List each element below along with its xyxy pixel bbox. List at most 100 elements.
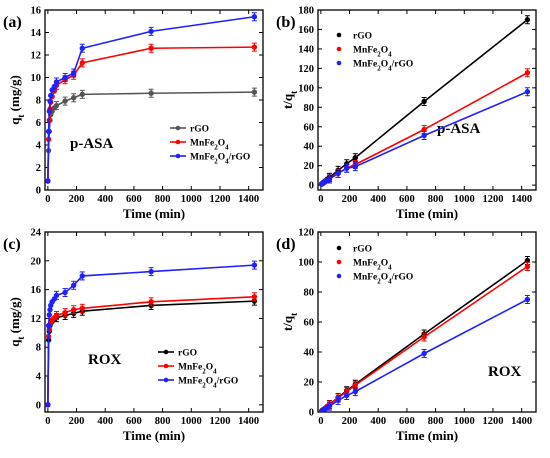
legend-marker bbox=[163, 363, 169, 369]
chart-panel-b: 0 200 400 600 800 1000 1200 1400 0 20 40 60 80 100 120… bbox=[276, 6, 537, 221]
y-tick-label: 0 bbox=[36, 400, 41, 411]
plot-frame bbox=[44, 9, 264, 191]
y-tick-label: 80 bbox=[304, 103, 315, 114]
x-axis-title: Time (min) bbox=[396, 206, 458, 221]
data-point bbox=[343, 165, 350, 172]
x-tick-label: 200 bbox=[69, 194, 85, 205]
y-tick-label: 120 bbox=[298, 228, 314, 239]
svg-text:t/qt: t/qt bbox=[280, 91, 299, 109]
x-tick-label: 0 bbox=[45, 194, 50, 205]
series-group bbox=[318, 15, 531, 187]
data-point bbox=[251, 262, 258, 268]
y-axis-title: t/qt bbox=[280, 91, 299, 109]
x-tick-label: 200 bbox=[69, 416, 85, 427]
y-tick-label: 12 bbox=[31, 51, 42, 62]
data-point bbox=[148, 299, 154, 305]
data-point bbox=[48, 92, 54, 99]
data-point bbox=[335, 170, 341, 177]
x-tick-label: 800 bbox=[428, 194, 444, 205]
x-tick-label: 1400 bbox=[511, 194, 532, 205]
data-point bbox=[251, 294, 258, 300]
x-tick-label: 800 bbox=[155, 416, 171, 427]
data-point bbox=[352, 388, 358, 395]
series-group bbox=[45, 12, 258, 184]
data-point bbox=[70, 95, 77, 101]
y-tick-label: 4 bbox=[36, 141, 42, 152]
data-point bbox=[47, 98, 53, 104]
y-tick-label: 6 bbox=[36, 118, 41, 129]
x-axis-title: Time (min) bbox=[123, 428, 185, 443]
data-point bbox=[524, 70, 531, 76]
panel-label: (d) bbox=[276, 236, 296, 253]
x-tick-label: 1400 bbox=[238, 416, 259, 427]
y-axis-title: qt (mg/g) bbox=[7, 75, 26, 125]
chart-panel-c: 0 200 400 600 800 1000 1200 1400 0 4 8 12 16 20 24 Time… bbox=[3, 228, 264, 443]
legend-marker bbox=[175, 125, 181, 131]
data-point bbox=[62, 74, 68, 81]
x-tick-label: 0 bbox=[45, 416, 50, 427]
data-point bbox=[421, 98, 427, 105]
legend-marker bbox=[336, 245, 342, 251]
x-tick-label: 600 bbox=[399, 416, 415, 427]
x-tick-label: 1200 bbox=[482, 194, 503, 205]
panel-label: (a) bbox=[3, 14, 22, 31]
svg-text:qt (mg/g): qt (mg/g) bbox=[7, 75, 26, 125]
legend-label: rGO bbox=[190, 125, 209, 135]
y-tick-label: 20 bbox=[304, 378, 315, 389]
legend-label: rGO bbox=[353, 32, 372, 42]
panel-annotation: ROX bbox=[488, 364, 522, 380]
x-tick-label: 400 bbox=[370, 194, 386, 205]
legend-label: rGO bbox=[353, 245, 372, 255]
data-point bbox=[79, 91, 85, 98]
y-tick-label: 16 bbox=[31, 6, 42, 17]
data-point bbox=[335, 397, 341, 404]
y-tick-label: 16 bbox=[31, 285, 42, 296]
y-tick-label: 12 bbox=[31, 314, 42, 325]
data-point bbox=[79, 60, 85, 66]
plot-frame bbox=[44, 231, 264, 413]
data-point bbox=[524, 89, 531, 95]
y-tick-label: 20 bbox=[304, 161, 315, 172]
legend-label: rGO bbox=[178, 349, 197, 359]
panel-label: (b) bbox=[276, 14, 296, 31]
data-point bbox=[352, 154, 358, 161]
y-tick-label: 120 bbox=[298, 64, 314, 75]
data-point bbox=[524, 263, 531, 270]
y-tick-label: 160 bbox=[298, 25, 314, 36]
x-tick-label: 1200 bbox=[209, 416, 230, 427]
data-point bbox=[343, 392, 350, 399]
series-group bbox=[45, 260, 258, 408]
svg-text:qt (mg/g): qt (mg/g) bbox=[7, 297, 26, 347]
data-point bbox=[53, 102, 60, 109]
legend-label: MnFe2O4/rGO bbox=[353, 60, 413, 73]
legend-marker bbox=[336, 259, 342, 265]
y-tick-label: 100 bbox=[298, 258, 314, 269]
x-axis-title: Time (min) bbox=[396, 428, 458, 443]
chart-panel-a: 0 200 400 600 800 1000 1200 1400 0 2 4 6 8 10 12 14 16 Ti… bbox=[3, 6, 264, 221]
y-tick-label: 4 bbox=[36, 372, 42, 383]
data-point bbox=[46, 108, 53, 114]
legend-marker bbox=[336, 46, 342, 52]
y-tick-label: 140 bbox=[298, 44, 314, 55]
data-point bbox=[62, 289, 68, 296]
x-tick-label: 600 bbox=[126, 194, 142, 205]
x-tick-label: 1400 bbox=[238, 194, 259, 205]
legend-marker bbox=[336, 60, 342, 66]
y-tick-label: 14 bbox=[31, 28, 42, 39]
x-tick-label: 800 bbox=[155, 194, 171, 205]
data-point bbox=[70, 70, 77, 76]
chart-panel-d: 0 200 400 600 800 1000 1200 1400 0 20 40 60 80 100 120… bbox=[276, 228, 537, 443]
x-tick-label: 0 bbox=[318, 194, 323, 205]
data-point bbox=[524, 296, 531, 303]
legend-label: MnFe2O4 bbox=[353, 259, 392, 272]
data-point bbox=[79, 45, 85, 51]
data-point bbox=[79, 305, 85, 312]
x-tick-label: 1000 bbox=[181, 194, 202, 205]
panel-annotation: p-ASA bbox=[437, 121, 481, 137]
y-tick-label: 60 bbox=[304, 122, 315, 133]
data-point bbox=[47, 307, 53, 313]
